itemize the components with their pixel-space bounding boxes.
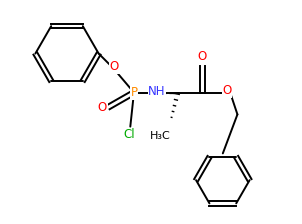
Text: O: O <box>198 50 207 62</box>
Text: O: O <box>222 84 232 97</box>
Text: H₃C: H₃C <box>150 131 171 141</box>
Text: P: P <box>130 86 137 99</box>
Text: O: O <box>98 101 107 114</box>
Text: NH: NH <box>148 85 165 98</box>
Text: O: O <box>110 60 119 73</box>
Text: Cl: Cl <box>123 128 135 141</box>
